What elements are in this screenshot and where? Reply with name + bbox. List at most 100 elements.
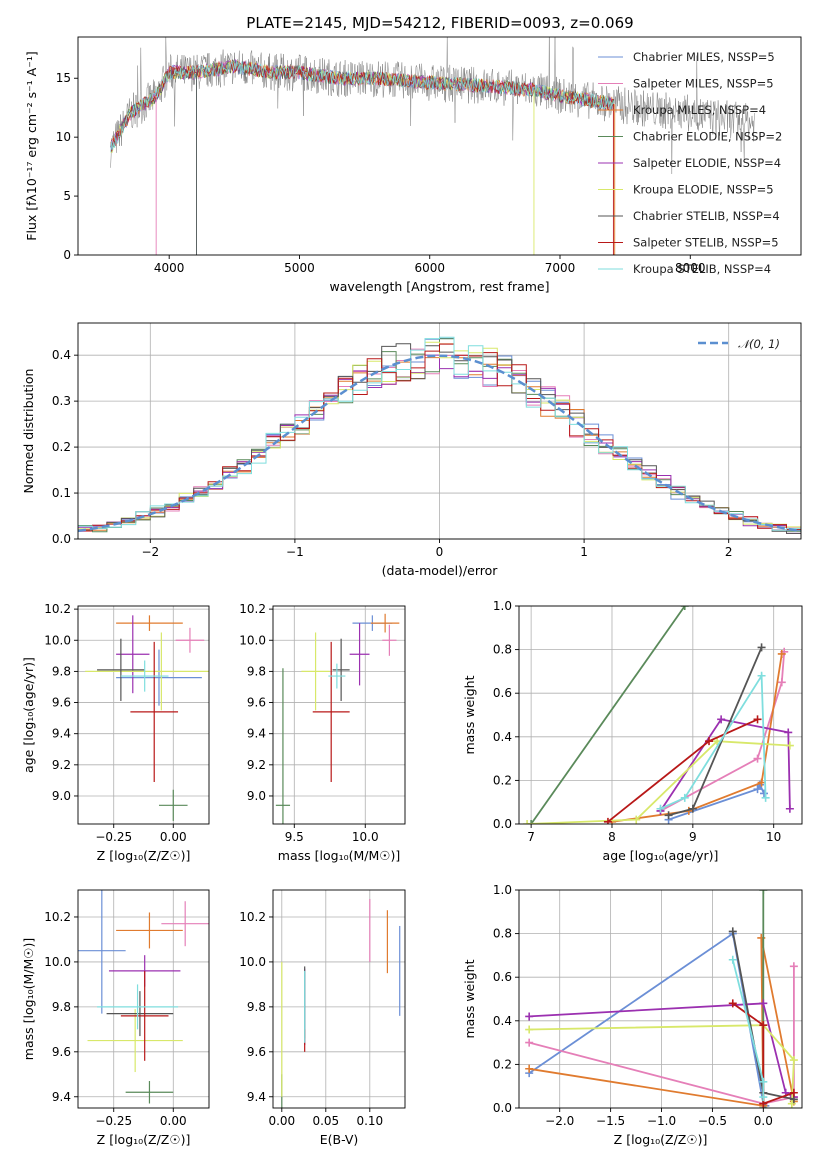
x-tick-label: −2.0 xyxy=(545,1114,574,1128)
weight-marker xyxy=(789,1088,798,1097)
weight-series-0 xyxy=(668,782,765,821)
weight-marker xyxy=(789,962,798,971)
weight-marker xyxy=(632,815,641,824)
y-tick-label: 10.2 xyxy=(44,602,71,616)
y-tick-label: 0.1 xyxy=(52,486,71,500)
errorbar-point-5 xyxy=(87,1009,183,1073)
errorbar-plot xyxy=(78,890,209,1104)
panel-residuals: −2 −1 0 1 2 0.0 0.1 0.2 0.3 0.4 (data-model)/error… xyxy=(21,322,802,578)
y-axis-label: Normed distribution xyxy=(21,369,36,494)
model-spectrum-8 xyxy=(110,60,615,153)
legend-entry: Chabrier ELODIE, NSSP=2 xyxy=(633,130,782,144)
y-tick-label: 10.0 xyxy=(44,955,71,969)
errorbar-point-6 xyxy=(97,638,145,701)
legend-entry: Kroupa MILES, NSSP=4 xyxy=(633,103,766,117)
weight-series-6 xyxy=(668,647,763,817)
y-tick-label: 9.0 xyxy=(52,789,71,803)
legend-entry: 𝒩(0, 1) xyxy=(738,337,780,351)
weight-marker xyxy=(785,804,794,813)
errorbar-point-1 xyxy=(175,627,205,653)
weight-series-2 xyxy=(611,653,783,823)
y-tick-label: 10.2 xyxy=(44,910,71,924)
weight-marker xyxy=(759,890,768,894)
errorbar-point-5 xyxy=(301,632,330,711)
y-tick-label: 9.4 xyxy=(52,727,71,741)
y-tick-label: 9.8 xyxy=(247,1000,266,1014)
errorbar-point-8 xyxy=(328,663,346,689)
y-tick-label: 9.6 xyxy=(52,1045,71,1059)
errorbar-plot xyxy=(275,613,400,824)
y-tick-label: 0.0 xyxy=(493,1101,512,1115)
weight-marker xyxy=(525,1038,534,1047)
weight-marker xyxy=(525,1025,534,1034)
y-tick-label: 0.4 xyxy=(52,348,71,362)
errorbar-point-8 xyxy=(120,660,169,692)
hist-series-4 xyxy=(78,354,801,534)
x-tick-label: 10 xyxy=(766,830,781,844)
spectrum-plot xyxy=(110,37,756,255)
errorbar-point-8 xyxy=(97,984,179,1030)
hist-series-8 xyxy=(78,336,801,531)
x-tick-label: 0.00 xyxy=(160,1114,187,1128)
weight-marker xyxy=(753,754,762,763)
weight-marker xyxy=(784,728,793,737)
weight-marker xyxy=(757,671,766,680)
weight-series-5 xyxy=(529,1024,795,1104)
errorbar-point-5 xyxy=(85,632,209,711)
y-tick-label: 0.2 xyxy=(52,440,71,454)
panel-spectrum: 4000 5000 6000 7000 8000 0 5 10 15 wavelength [An… xyxy=(24,36,802,294)
y-axis-label: mass weight xyxy=(462,675,477,754)
weight-marker xyxy=(761,793,770,802)
y-tick-label: 0.3 xyxy=(52,394,71,408)
errorbar-point-3 xyxy=(125,1081,174,1104)
errorbar-point-1 xyxy=(382,624,397,656)
y-tick-label: 9.2 xyxy=(52,758,71,772)
weight-marker xyxy=(705,737,714,746)
y-tick-label: 10.0 xyxy=(44,633,71,647)
errorbar-point-6 xyxy=(332,638,350,701)
y-tick-label: 5 xyxy=(63,189,71,203)
errorbar-point-2 xyxy=(370,613,400,633)
x-tick-label: 1 xyxy=(580,545,588,559)
y-tick-label: 9.4 xyxy=(52,1090,71,1104)
y-axis-label: Flux [fλ10⁻¹⁷ erg cm⁻² s⁻¹ A⁻¹] xyxy=(24,51,39,240)
x-tick-label: 5000 xyxy=(284,261,315,275)
y-tick-label: 10.2 xyxy=(239,602,266,616)
axes-frame xyxy=(77,605,210,825)
y-tick-label: 1.0 xyxy=(493,883,512,897)
y-axis-label: age [log₁₀(age/yr)] xyxy=(21,657,36,773)
legend-entry: Chabrier STELIB, NSSP=4 xyxy=(633,209,780,223)
weight-marker xyxy=(717,715,726,724)
x-axis-label: wavelength [Angstrom, rest frame] xyxy=(329,279,549,294)
figure-title: PLATE=2145, MJD=54212, FIBERID=0093, z=0… xyxy=(246,14,633,32)
weight-marker xyxy=(777,678,786,687)
x-tick-label: −0.25 xyxy=(95,1114,132,1128)
axes-frame xyxy=(77,889,210,1109)
errorbar-plot xyxy=(281,898,401,1108)
y-tick-label: 9.8 xyxy=(52,664,71,678)
legend-entry: Salpeter MILES, NSSP=5 xyxy=(633,77,774,91)
legend: Chabrier MILES, NSSP=5 Salpeter MILES, NS… xyxy=(598,50,782,276)
y-tick-label: 9.6 xyxy=(52,696,71,710)
panel-mass_weight_vs_age: 7 8 9 10 0.0 0.2 0.4 0.6 0.8 1.0 age [log₁₀(age/yr… xyxy=(462,599,803,863)
hist-series-7 xyxy=(78,343,801,531)
x-tick-label: 0.00 xyxy=(160,830,187,844)
x-tick-label: −0.25 xyxy=(95,830,132,844)
x-tick-label: 0.00 xyxy=(268,1114,295,1128)
y-tick-label: 0.0 xyxy=(493,817,512,831)
panel-age_vs_mass: 9.5 10.0 9.0 9.2 9.4 9.6 9.8 10.0 10.2 mass [log₁… xyxy=(239,602,406,863)
y-tick-label: 9.4 xyxy=(247,727,266,741)
panel-age_vs_Z: −0.25 0.00 9.0 9.2 9.4 9.6 9.8 10.0 10.2 Z [log₁₀… xyxy=(21,602,210,863)
weight-marker xyxy=(753,715,762,724)
y-tick-label: 9.4 xyxy=(247,1090,266,1104)
x-tick-label: 6000 xyxy=(414,261,445,275)
weight-marker xyxy=(688,804,697,813)
panel-mass_vs_EBV: 0.00 0.05 0.10 9.4 9.6 9.8 10.0 10.2 E(B-V) xyxy=(239,889,406,1147)
errorbar-point-7 xyxy=(312,641,350,782)
y-tick-label: 0.8 xyxy=(493,927,512,941)
y-tick-label: 0 xyxy=(63,248,71,262)
panel-mass_vs_Z: −0.25 0.00 9.4 9.6 9.8 10.0 10.2 Z [log₁₀(Z/Z☉)… xyxy=(21,889,210,1147)
x-tick-label: 0.10 xyxy=(356,1114,383,1128)
weight-series-7 xyxy=(732,1002,795,1105)
x-tick-label: 0 xyxy=(436,545,444,559)
